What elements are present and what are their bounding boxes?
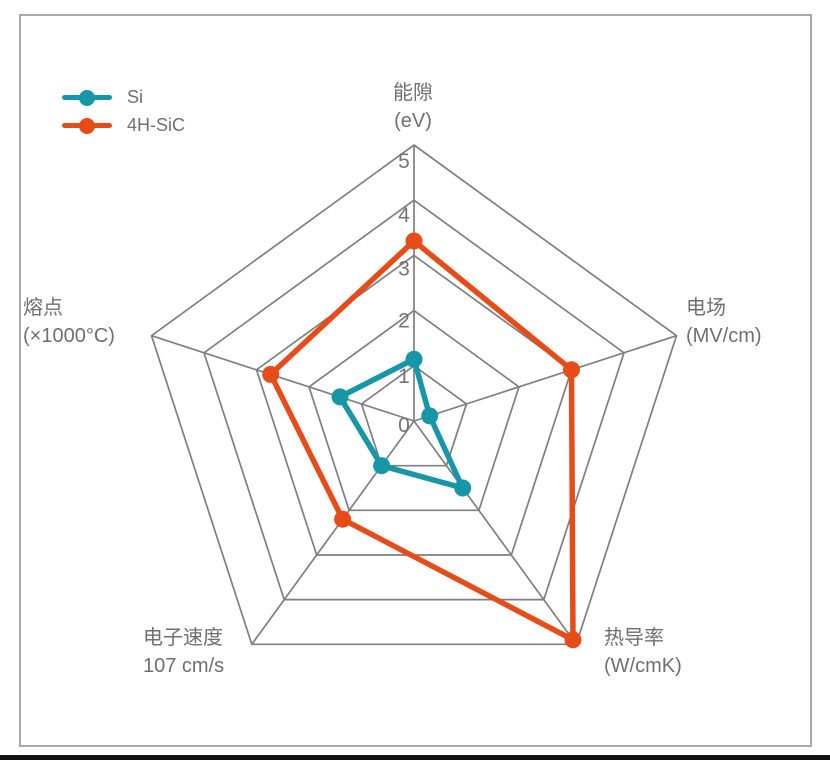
legend-marker-4h-sic bbox=[62, 117, 112, 134]
axis-label-melting-name: 熔点 bbox=[23, 297, 63, 319]
series-4h-sic-point-0 bbox=[405, 232, 423, 250]
series-4h-sic-point-3 bbox=[334, 510, 352, 528]
axis-label-efield: 电场 (MV/cm) bbox=[686, 294, 762, 350]
grid-ring-4 bbox=[203, 199, 625, 601]
chart-card bbox=[19, 14, 812, 747]
axis-label-melting-unit: (×1000°C) bbox=[23, 325, 115, 347]
grid-spoke-1 bbox=[413, 334, 677, 422]
series-si-polygon bbox=[337, 356, 466, 491]
tick-label-3: 3 bbox=[398, 257, 410, 280]
grid-ring-5 bbox=[150, 143, 678, 646]
legend-label-4h-sic: 4H-SiC bbox=[127, 115, 186, 135]
legend-marker-si bbox=[62, 89, 112, 106]
axis-label-thermal-unit: (W/cmK) bbox=[604, 655, 682, 677]
axis-label-melting: 熔点 (×1000°C) bbox=[23, 294, 115, 350]
axis-label-thermal-name: 热导率 bbox=[604, 627, 664, 649]
series-si-point-3 bbox=[373, 457, 391, 475]
series-si-point-1 bbox=[421, 407, 439, 425]
tick-label-2: 2 bbox=[398, 310, 410, 333]
legend-dot-4h-sic bbox=[79, 117, 95, 134]
legend-item-si: Si bbox=[62, 87, 143, 108]
tick-label-0: 0 bbox=[398, 414, 410, 437]
axis-label-thermal: 热导率 (W/cmK) bbox=[604, 624, 682, 680]
tick-label-1: 1 bbox=[398, 365, 410, 388]
axis-label-efield-name: 电场 bbox=[686, 297, 726, 319]
axis-label-velocity-unit: 107 cm/s bbox=[143, 655, 225, 677]
grid-spoke-2 bbox=[413, 420, 577, 645]
axis-label-bandgap-unit: (eV) bbox=[394, 110, 432, 132]
grid-ring-1 bbox=[360, 364, 468, 467]
axis-label-bandgap: 能隙 (eV) bbox=[393, 79, 433, 135]
grid-spoke-3 bbox=[251, 420, 415, 645]
grid-spoke-4 bbox=[151, 334, 415, 422]
series-4h-sic-point-2 bbox=[564, 631, 582, 649]
axis-label-bandgap-name: 能隙 bbox=[393, 82, 433, 104]
legend-item-4h-sic: 4H-SiC bbox=[62, 115, 185, 136]
series-4h-sic-point-4 bbox=[262, 365, 280, 383]
tick-label-4: 4 bbox=[398, 204, 410, 227]
tick-label-5: 5 bbox=[398, 150, 410, 173]
series-4h-sic-point-1 bbox=[563, 361, 580, 379]
series-si-point-4 bbox=[331, 388, 349, 406]
axis-label-efield-unit: (MV/cm) bbox=[686, 325, 762, 347]
legend-label-si: Si bbox=[127, 87, 144, 107]
series-si-point-2 bbox=[454, 479, 472, 497]
bottom-bar bbox=[0, 755, 830, 760]
series-si-point-0 bbox=[405, 350, 423, 368]
axis-label-velocity: 电子速度 107 cm/s bbox=[143, 624, 224, 680]
series-4h-sic-polygon bbox=[267, 238, 576, 643]
axis-label-velocity-name: 电子速度 bbox=[143, 627, 223, 649]
legend-dot-si bbox=[79, 89, 95, 106]
grid-ring-2 bbox=[308, 309, 520, 512]
